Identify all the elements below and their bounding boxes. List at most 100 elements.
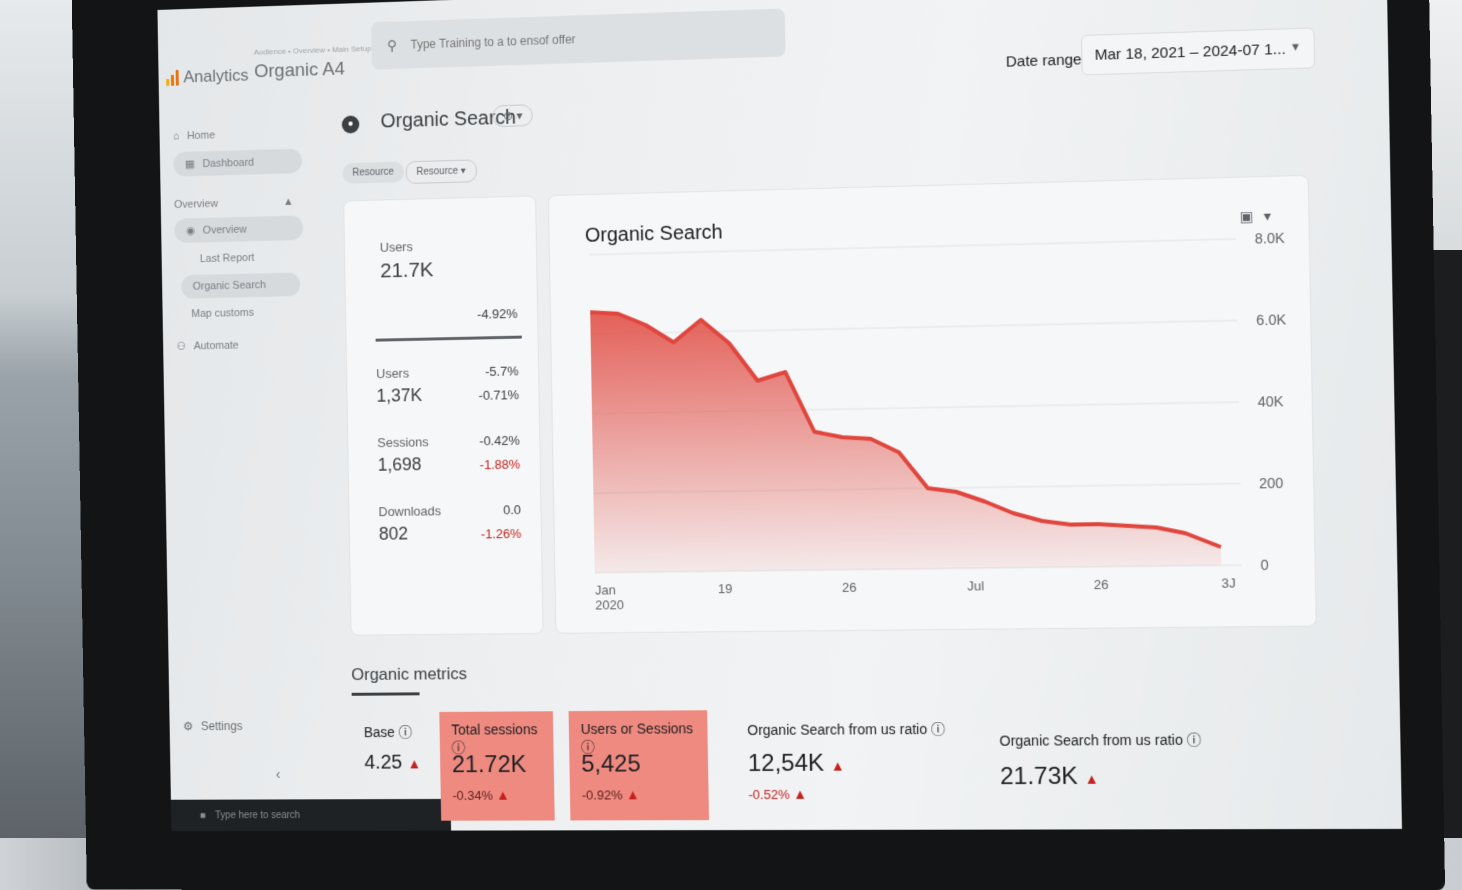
tile-delta: -0.34% ▲ [452, 786, 510, 803]
sidebar-item-organic-search[interactable]: Organic Search [181, 272, 301, 299]
metric-tile-base[interactable]: Base ⓘ 4.25 ▲ [352, 712, 432, 821]
warning-icon: ▲ [830, 757, 845, 774]
headline-label: Users [379, 239, 413, 255]
metric-tile-organic-ratio-2[interactable]: Organic Search from us ratio ⓘ 21.73K ▲ [987, 707, 1235, 820]
sidebar-item-label: Overview [202, 223, 247, 237]
sidebar-item-overview[interactable]: ◉ Overview [174, 215, 304, 244]
row-delta-top: -0.42% [479, 432, 520, 449]
taskbar-search[interactable]: Type here to search [215, 809, 301, 821]
chevron-down-icon: ▼ [1289, 41, 1302, 54]
settings-label: Settings [200, 719, 243, 734]
sidebar-item-home[interactable]: ⌂ Home [173, 129, 215, 142]
warning-icon: ▲ [496, 786, 510, 803]
tile-value: 21.73K ▲ [999, 762, 1099, 791]
chevron-down-icon: ▾ [516, 108, 523, 123]
filter-icon: ⊜ [503, 108, 514, 123]
y-tick-label: 8.0K [1255, 230, 1286, 246]
sidebar-item-label: Organic Search [192, 279, 267, 293]
sidebar-item-label: Map customs [191, 306, 255, 321]
y-tick-label: 0 [1260, 557, 1269, 573]
windows-start-icon[interactable]: ■ [199, 809, 206, 821]
row-delta-bottom: -1.88% [479, 456, 521, 473]
help-icon[interactable]: ⓘ [398, 723, 413, 740]
warning-icon: ▲ [407, 755, 422, 772]
section-label: Overview [174, 197, 219, 211]
row-delta-bottom: -1.26% [480, 526, 522, 542]
headline-delta: -4.92% [477, 305, 518, 322]
chart-plot: 8.0K 6.0K 40K 200 0 Jan2020 19 26 Jul 26 3J [549, 230, 1287, 613]
metric-tile-organic-ratio[interactable]: Organic Search from us ratio ⓘ 12,54K ▲ … [735, 709, 968, 820]
y-tick-label: 6.0K [1256, 312, 1287, 328]
chevron-up-icon[interactable]: ▲ [283, 195, 294, 209]
warning-icon: ▲ [625, 786, 640, 803]
account-subtitle[interactable]: Audience • Overview • Main Setup [253, 44, 372, 57]
row-delta-top: 0.0 [503, 502, 522, 518]
metric-tile-users-or-sessions[interactable]: Users or Sessions ⓘ 5,425 -0.92% ▲ [568, 710, 710, 821]
report-options-menu[interactable]: ⊜ ▾ [492, 104, 534, 128]
tile-delta: -0.92% ▲ [581, 786, 640, 803]
sidebar-item-map-customs[interactable]: Map customs [191, 307, 254, 320]
row-label: Downloads [378, 503, 442, 520]
y-tick-label: 200 [1259, 476, 1284, 492]
row-delta-bottom: -0.71% [478, 387, 520, 403]
row-value: 802 [378, 523, 409, 544]
sidebar-item-dashboard[interactable]: ▦ Dashboard [173, 148, 303, 177]
tile-value: 21.72K [451, 751, 527, 779]
series-area [590, 298, 1222, 573]
tile-value: 4.25 ▲ [364, 751, 422, 774]
summary-card: Users 21.7K -4.92% Users 1,37K -5.7% -0.… [343, 195, 544, 636]
warning-icon: ▲ [1084, 770, 1099, 787]
help-icon[interactable]: ⓘ [1186, 731, 1202, 748]
metric-tile-total-sessions[interactable]: Total sessions ⓘ 21.72K -0.34% ▲ [439, 711, 555, 821]
tile-label: Base ⓘ [363, 723, 413, 741]
summary-divider [375, 335, 522, 342]
x-tick-label: 19 [718, 581, 733, 596]
dashboard-icon: ▦ [184, 158, 195, 171]
help-icon[interactable]: ⓘ [930, 720, 946, 738]
x-tick-label: 26 [1094, 577, 1109, 593]
metrics-heading: Organic metrics [351, 664, 468, 684]
sidebar: ⌂ Home ▦ Dashboard Overview ▲ ◉ Overview… [159, 103, 315, 831]
sidebar-item-last-report[interactable]: Last Report [200, 252, 255, 265]
sidebar-item-label: Last Report [199, 251, 255, 266]
x-tick-label: 3J [1221, 575, 1235, 591]
y-tick-label: 40K [1258, 394, 1285, 410]
gridline [589, 239, 1236, 255]
x-tick-label: Jan2020 [595, 582, 624, 612]
sidebar-settings[interactable]: ⚙ Settings [183, 719, 243, 733]
sidebar-item-automate[interactable]: ⚇ Automate [176, 339, 238, 353]
date-range-label: Date range: [1005, 51, 1087, 71]
row-label: Sessions [377, 434, 429, 451]
tile-value: 12,54K ▲ [747, 749, 845, 778]
property-name[interactable]: Organic A4 [254, 58, 345, 83]
row-value: 1,698 [377, 454, 422, 475]
user-icon: ⚇ [176, 340, 187, 353]
search-bar[interactable]: ⚲ [371, 8, 786, 70]
headline-value: 21.7K [380, 258, 434, 283]
report-icon: ● [341, 115, 360, 134]
collapse-sidebar-icon[interactable]: ‹ [275, 766, 281, 782]
sidebar-section-label: Overview ▲ [174, 196, 294, 211]
metrics-tab-indicator [351, 692, 420, 696]
chip-resource-dropdown[interactable]: Resource ▾ [405, 159, 477, 185]
date-range-select[interactable]: Mar 18, 2021 – 2024-07 1... ▼ [1080, 27, 1316, 76]
home-icon: ⌂ [172, 130, 180, 143]
sidebar-item-label: Automate [193, 339, 239, 352]
analytics-logo-icon [166, 69, 179, 86]
tile-label: Organic Search from us ratio ⓘ [999, 731, 1202, 749]
chip-resource[interactable]: Resource [342, 161, 404, 184]
row-delta-top: -5.7% [485, 363, 519, 379]
screen: ⋮⋮ ● ⋮ ● Analytics Audience • Overview •… [157, 0, 1402, 832]
tile-label: Organic Search from us ratio ⓘ [747, 720, 946, 739]
app-name: Analytics [183, 65, 249, 87]
overview-icon: ◉ [185, 225, 196, 238]
row-label: Users [376, 365, 410, 382]
search-input[interactable] [408, 27, 708, 53]
warning-icon: ▲ [793, 785, 808, 802]
chart-card: Organic Search ▣ ▾ 8.0K 6.0K 40K 200 0 Jan202… [547, 174, 1317, 634]
chevron-down-icon: ▾ [460, 165, 466, 177]
monitor-bezel: ⋮⋮ ● ⋮ ● Analytics Audience • Overview •… [71, 0, 1446, 890]
chip-label: Resource [416, 165, 459, 178]
row-value: 1,37K [376, 385, 423, 406]
sidebar-item-label: Home [186, 129, 216, 143]
